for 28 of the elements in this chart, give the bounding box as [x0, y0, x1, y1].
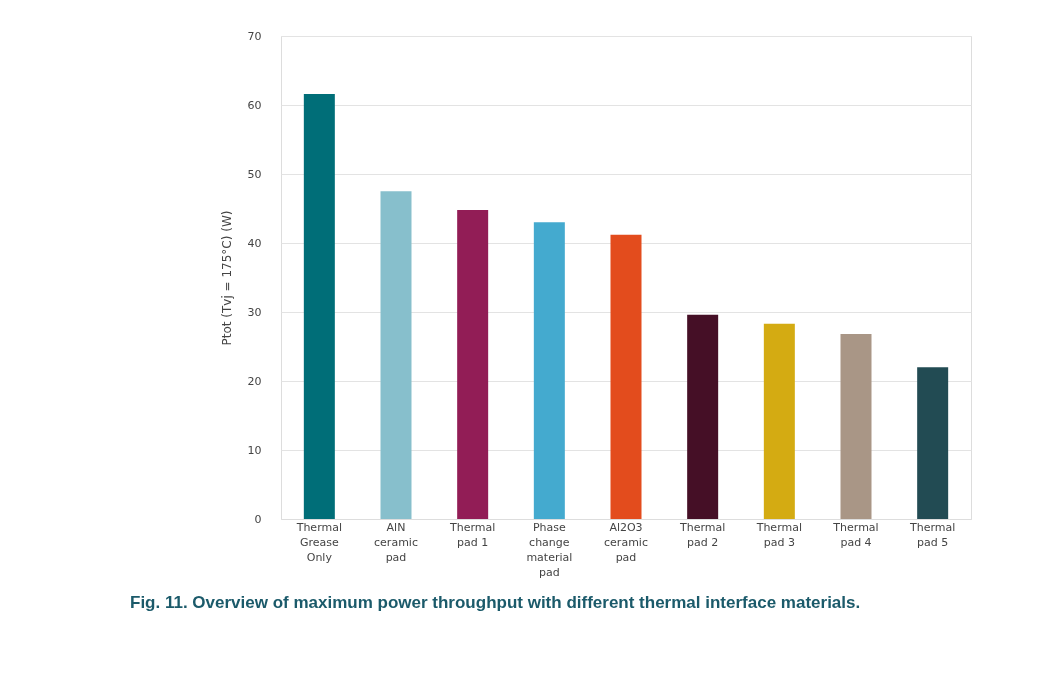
y-tick-label: 60 — [247, 98, 262, 112]
x-tick-label: AlN ceramic pad — [374, 520, 418, 564]
x-tick-label: Phase change material pad — [526, 520, 573, 579]
x-tick-label: Thermal pad 1 — [449, 520, 496, 549]
bar — [610, 234, 642, 519]
bar — [380, 191, 412, 519]
bar — [763, 323, 795, 519]
bar — [303, 93, 335, 519]
x-tick-label: Thermal pad 3 — [755, 520, 802, 549]
y-tick-label: 70 — [247, 29, 262, 43]
y-tick-label: 10 — [247, 443, 262, 457]
x-tick-label: Thermal pad 5 — [909, 520, 956, 549]
y-tick-label: 40 — [247, 236, 262, 250]
caption: Fig. 11. Overview of maximum power throughput with different thermal interface materials. — [130, 593, 861, 612]
y-tick-label: 50 — [247, 167, 262, 181]
x-tick-label: Thermal pad 4 — [832, 520, 879, 549]
y-tick-label: 30 — [247, 305, 262, 319]
bar — [533, 222, 565, 519]
bar — [917, 367, 949, 519]
bar — [457, 209, 489, 519]
bar — [840, 334, 872, 519]
y-tick-label: 0 — [254, 512, 262, 526]
x-tick-label: Thermal pad 2 — [679, 520, 726, 549]
y-axis-title: Ptot (Tvj = 175°C) (W) — [219, 210, 234, 346]
y-tick-label: 20 — [247, 374, 262, 388]
x-tick-label: Thermal Grease Only — [295, 520, 342, 564]
bar — [687, 314, 719, 519]
x-tick-label: Al2O3 ceramic pad — [604, 520, 648, 564]
